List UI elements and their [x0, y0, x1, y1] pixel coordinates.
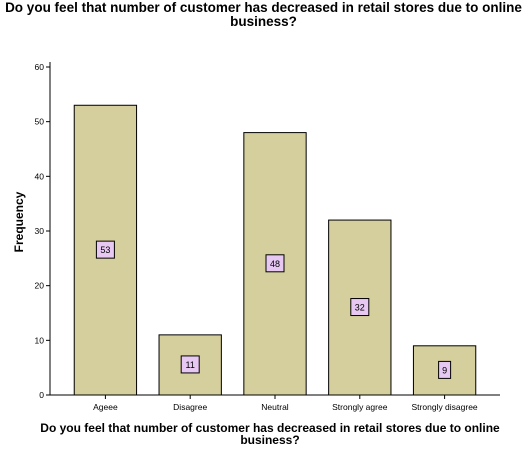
data-label: 9	[442, 365, 447, 375]
data-label: 32	[355, 303, 365, 313]
y-tick-label: 60	[35, 62, 45, 72]
x-tick-label: Disagree	[173, 402, 207, 412]
y-tick-label: 40	[35, 171, 45, 181]
data-label: 48	[270, 259, 280, 269]
bars: 53 11 48 32 9	[73, 104, 477, 396]
x-tick-label: Ageee	[93, 402, 118, 412]
data-label-box	[350, 298, 370, 317]
y-tick-label: 20	[35, 281, 45, 291]
data-label: 53	[100, 245, 110, 255]
x-tick-label: Strongly disagree	[412, 402, 478, 412]
data-label-box	[265, 254, 285, 273]
x-axis: Ageee Disagree Neutral Strongly agree Strong…	[50, 394, 500, 412]
chart-title: Do you feel that number of customer has …	[5, 0, 522, 29]
data-label-box	[438, 360, 452, 379]
y-tick-label: 30	[35, 226, 45, 236]
y-axis: 0 10 20 30 40 50 60	[35, 62, 51, 400]
x-tick-label: Neutral	[261, 402, 289, 412]
y-tick-label: 0	[39, 390, 44, 400]
x-axis-title: Do you feel that number of customer has …	[40, 421, 500, 447]
y-tick-label: 10	[35, 335, 45, 345]
data-label: 11	[186, 360, 195, 370]
x-tick-label: Strongly agree	[332, 402, 388, 412]
data-label-box	[95, 240, 115, 259]
y-axis-title: Frequency	[12, 191, 26, 252]
data-label-box	[180, 355, 200, 374]
y-tick-label: 50	[35, 117, 45, 127]
